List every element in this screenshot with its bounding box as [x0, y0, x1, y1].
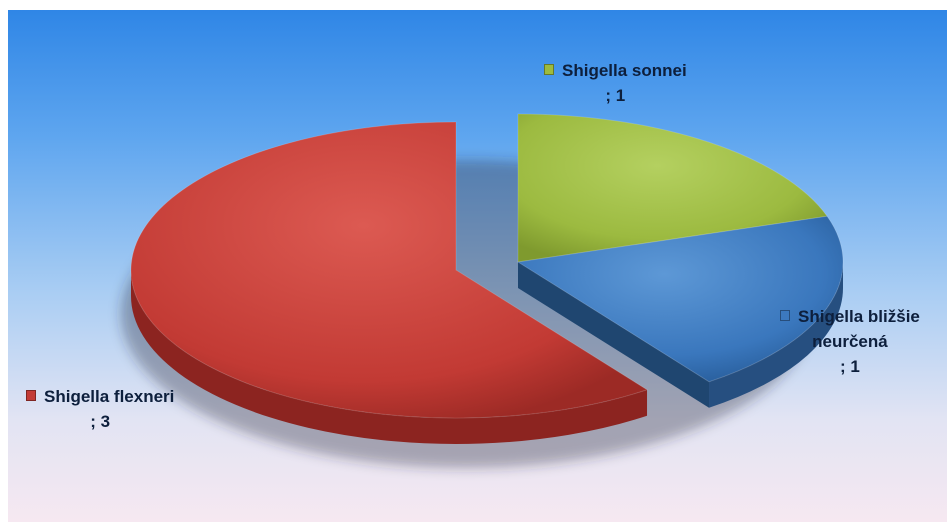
data-label-value: ; 1 [840, 357, 860, 376]
data-label-name: Shigella flexneri [44, 387, 175, 406]
pie-sides [131, 262, 843, 445]
data-label-name-line2: neurčená [812, 332, 888, 351]
pie-slice-shigella-neurcena-side [709, 262, 843, 408]
data-label-shigella-flexneri: Shigella flexneri ; 3 [26, 384, 174, 434]
chart-area: Shigella sonnei ; 1 Shigella bližšie neu… [8, 10, 947, 522]
data-label-name: Shigella sonnei [562, 61, 687, 80]
data-label-shigella-neurcena: Shigella bližšie neurčená ; 1 [780, 304, 920, 379]
data-label-name-line1: Shigella bližšie [798, 307, 920, 326]
legend-key-neurcena [780, 310, 790, 321]
data-label-shigella-sonnei: Shigella sonnei ; 1 [544, 58, 687, 108]
data-label-value: ; 3 [90, 412, 111, 431]
pie-slice-shigella-sonnei [517, 113, 828, 263]
pie-tops [130, 113, 844, 419]
legend-key-flexneri [26, 390, 36, 401]
pie-slice-shigella-flexneri [130, 121, 649, 419]
data-label-value: ; 1 [605, 86, 626, 105]
pie-slice-shigella-neurcena-cut-face [518, 262, 710, 408]
legend-key-sonnei [544, 64, 554, 75]
pie-chart [121, 113, 844, 468]
pie-slice-shigella-flexneri-side [131, 270, 648, 445]
pie-slice-shigella-neurcena [516, 215, 844, 383]
